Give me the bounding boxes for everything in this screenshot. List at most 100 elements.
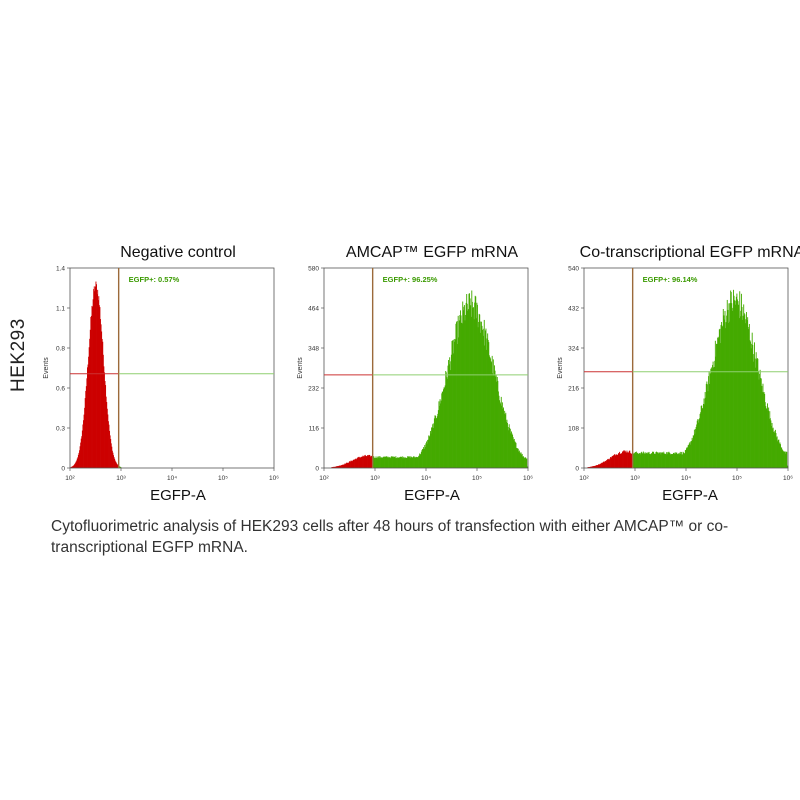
histogram-bar xyxy=(776,437,778,468)
histogram-bar xyxy=(402,456,404,468)
histogram-bar xyxy=(652,451,653,468)
histogram-bar xyxy=(335,466,337,468)
histogram-bar xyxy=(446,377,448,468)
histogram-bar xyxy=(699,418,700,468)
histogram-bar xyxy=(637,453,639,468)
histogram-bar xyxy=(715,356,717,468)
histogram-bar xyxy=(72,465,74,468)
histogram-bar xyxy=(349,461,351,468)
histogram-bar xyxy=(476,302,478,468)
histogram-bar xyxy=(622,451,624,468)
histogram-bar xyxy=(334,466,336,468)
histogram-bar xyxy=(696,424,698,468)
histogram-bar xyxy=(784,451,786,468)
histogram-bar xyxy=(106,402,108,468)
histogram-bar xyxy=(616,455,618,468)
histogram-bar xyxy=(671,453,673,468)
histogram-bar xyxy=(769,411,771,468)
histogram-bar xyxy=(455,323,457,468)
histogram-bar xyxy=(396,458,398,468)
histogram-bar xyxy=(488,355,490,468)
histogram-bar xyxy=(365,456,367,468)
histogram-bar xyxy=(687,447,689,468)
histogram-bar xyxy=(409,456,411,468)
histogram-bar xyxy=(78,452,80,468)
histogram-bar xyxy=(667,452,669,468)
histogram-bar xyxy=(694,433,696,468)
histogram-bar xyxy=(776,436,778,468)
y-tick-label: 540 xyxy=(568,266,579,273)
histogram-bar xyxy=(587,467,589,468)
histogram-bar xyxy=(594,465,596,468)
histogram-bar xyxy=(612,455,614,468)
histogram-bar xyxy=(449,370,451,468)
histogram-bar xyxy=(511,431,512,468)
histogram-bar xyxy=(672,452,674,468)
histogram-bar xyxy=(483,319,485,468)
histogram-bar xyxy=(675,452,677,468)
y-tick-label: 0.8 xyxy=(56,346,65,353)
histogram-bar xyxy=(445,372,447,468)
histogram-bar xyxy=(669,452,670,468)
histogram-bar xyxy=(505,421,507,468)
histogram-bar xyxy=(426,443,428,468)
histogram-bar xyxy=(384,456,385,468)
histogram-bar xyxy=(108,424,110,468)
histogram-bar xyxy=(111,446,113,468)
histogram-bar xyxy=(735,296,737,468)
histogram-bar xyxy=(414,456,416,468)
histogram-bar xyxy=(491,362,493,468)
histogram-bar xyxy=(350,461,351,468)
histogram-bar xyxy=(378,457,380,468)
histogram-bar xyxy=(110,443,112,468)
histogram-bar xyxy=(593,466,594,468)
histogram-bar xyxy=(654,453,656,468)
histogram-bar xyxy=(762,383,764,468)
histogram-bar xyxy=(678,453,679,468)
histogram-bar xyxy=(479,321,481,468)
histogram-bar xyxy=(648,451,650,468)
histogram-bar xyxy=(625,452,627,468)
histogram-bar xyxy=(609,458,611,468)
histogram-bar xyxy=(440,400,442,468)
histogram-bar xyxy=(615,454,617,468)
x-axis-label: EGFP-A xyxy=(150,487,206,504)
histogram-bar xyxy=(87,364,89,468)
histogram-bar xyxy=(386,457,388,468)
histogram-bar xyxy=(368,454,370,468)
histogram-bar xyxy=(342,464,344,468)
histogram-bar xyxy=(517,448,519,468)
histogram-bar xyxy=(399,456,401,468)
histogram-bar xyxy=(407,456,409,468)
histogram-bar xyxy=(91,305,93,468)
histogram-bar xyxy=(373,456,375,468)
histogram-bar xyxy=(785,453,787,468)
histogram-bar xyxy=(512,437,514,468)
histogram-bar xyxy=(116,463,118,468)
histogram-bar xyxy=(492,373,494,468)
histogram-bar xyxy=(379,456,381,468)
histogram-bar xyxy=(665,454,667,468)
histogram-bar xyxy=(431,427,433,468)
histogram-bar xyxy=(412,457,414,468)
histogram-bar xyxy=(764,393,766,468)
histogram-bar xyxy=(104,381,106,468)
histogram-bar xyxy=(381,457,383,468)
histogram-bar xyxy=(375,456,377,468)
histogram-bar xyxy=(635,453,637,468)
histogram-bar xyxy=(436,416,438,468)
histogram-bar xyxy=(422,449,423,468)
histogram-bar xyxy=(331,467,333,468)
histogram-bar xyxy=(473,319,475,468)
histogram-bar xyxy=(685,449,687,468)
histogram-bar xyxy=(782,450,784,468)
x-axis-label: EGFP-A xyxy=(662,487,718,504)
histogram-bar xyxy=(644,453,645,468)
y-tick-label: 0 xyxy=(315,466,319,473)
histogram-bar xyxy=(636,451,638,468)
histogram-bar xyxy=(642,452,644,468)
histogram-bar xyxy=(374,458,376,468)
x-tick-label: 10⁵ xyxy=(732,475,742,482)
histogram-bar xyxy=(456,322,457,468)
histogram-bar xyxy=(418,455,420,468)
